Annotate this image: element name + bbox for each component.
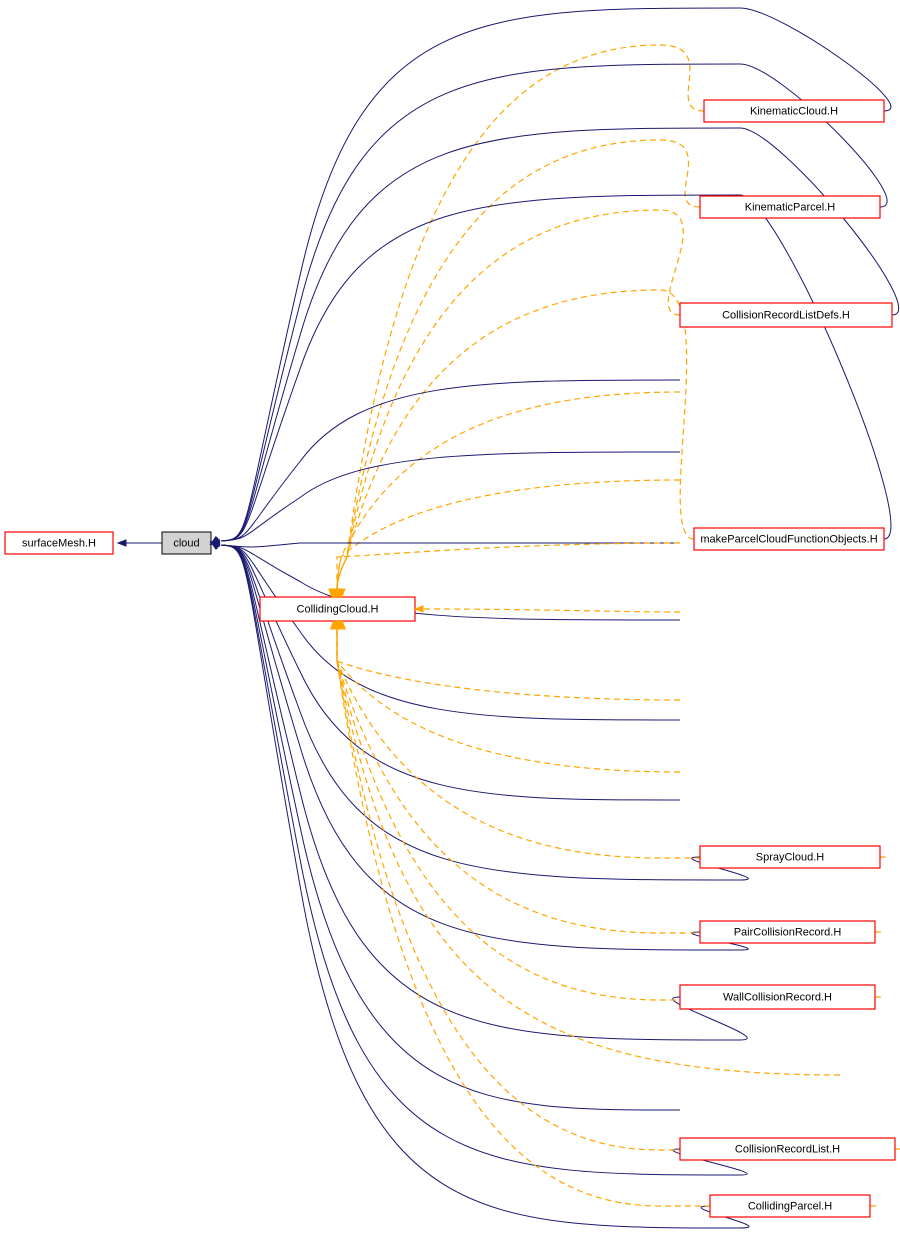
node-label-r13: CollisionRecordList.H bbox=[735, 1143, 840, 1155]
edge-dashed-r10 bbox=[337, 627, 880, 933]
node-label-r11: WallCollisionRecord.H bbox=[723, 991, 832, 1003]
edge-dashed-r7 bbox=[337, 627, 680, 700]
node-n_cloud: cloud bbox=[162, 532, 211, 554]
edge-solid-r7 bbox=[221, 545, 680, 720]
node-label-r10: PairCollisionRecord.H bbox=[734, 926, 842, 938]
node-r1[interactable]: KinematicParcel.H bbox=[700, 196, 880, 218]
node-r13[interactable]: CollisionRecordList.H bbox=[680, 1138, 895, 1160]
node-r9[interactable]: SprayCloud.H bbox=[700, 846, 880, 868]
edge-dashed-r6 bbox=[423, 609, 680, 612]
node-n_left[interactable]: surfaceMesh.H bbox=[5, 532, 113, 554]
edge-dashed-r1 bbox=[337, 140, 700, 591]
edges-layer bbox=[125, 8, 900, 1228]
node-r10[interactable]: PairCollisionRecord.H bbox=[700, 921, 875, 943]
node-label-r0: KinematicCloud.H bbox=[750, 105, 838, 117]
edge-dashed-r11 bbox=[337, 627, 880, 1000]
node-label-r2: CollisionRecordListDefs.H bbox=[722, 309, 850, 321]
edge-solid-r3b bbox=[221, 380, 680, 541]
node-label-n_target: CollidingCloud.H bbox=[297, 603, 379, 615]
node-r2[interactable]: CollisionRecordListDefs.H bbox=[680, 303, 892, 327]
edge-solid-r2 bbox=[221, 128, 899, 541]
edge-solid-r14 bbox=[221, 545, 749, 1228]
edge-solid-r0 bbox=[221, 8, 891, 541]
node-n_target[interactable]: CollidingCloud.H bbox=[260, 597, 415, 621]
edge-solid-r8 bbox=[221, 545, 680, 800]
edge-solid-r4 bbox=[221, 452, 680, 541]
edge-solid-r5 bbox=[221, 543, 680, 547]
dependency-graph: surfaceMesh.H cloud CollidingCloud.H Kinema… bbox=[0, 0, 900, 1241]
edge-solid-r3 bbox=[221, 195, 891, 541]
node-r11[interactable]: WallCollisionRecord.H bbox=[680, 985, 875, 1009]
edge-dashed-r14 bbox=[337, 627, 875, 1206]
node-label-n_cloud: cloud bbox=[173, 537, 199, 549]
node-r3[interactable]: makeParcelCloudFunctionObjects.H bbox=[694, 528, 884, 550]
node-label-r1: KinematicParcel.H bbox=[745, 201, 836, 213]
nodes-layer: surfaceMesh.H cloud CollidingCloud.H Kinema… bbox=[5, 100, 895, 1217]
edge-dashed-r4 bbox=[337, 480, 680, 591]
edge-solid-r9 bbox=[221, 545, 748, 880]
edge-dashed-r2 bbox=[337, 210, 683, 591]
node-label-n_left: surfaceMesh.H bbox=[22, 537, 96, 549]
node-r0[interactable]: KinematicCloud.H bbox=[704, 100, 884, 122]
node-label-r3: makeParcelCloudFunctionObjects.H bbox=[700, 533, 877, 545]
edge-dashed-r5 bbox=[337, 543, 680, 591]
edge-dashed-r9 bbox=[337, 627, 885, 858]
node-label-r9: SprayCloud.H bbox=[756, 851, 825, 863]
node-label-r14: CollidingParcel.H bbox=[748, 1200, 832, 1212]
edge-solid-r13 bbox=[221, 545, 747, 1175]
node-r14[interactable]: CollidingParcel.H bbox=[710, 1195, 870, 1217]
